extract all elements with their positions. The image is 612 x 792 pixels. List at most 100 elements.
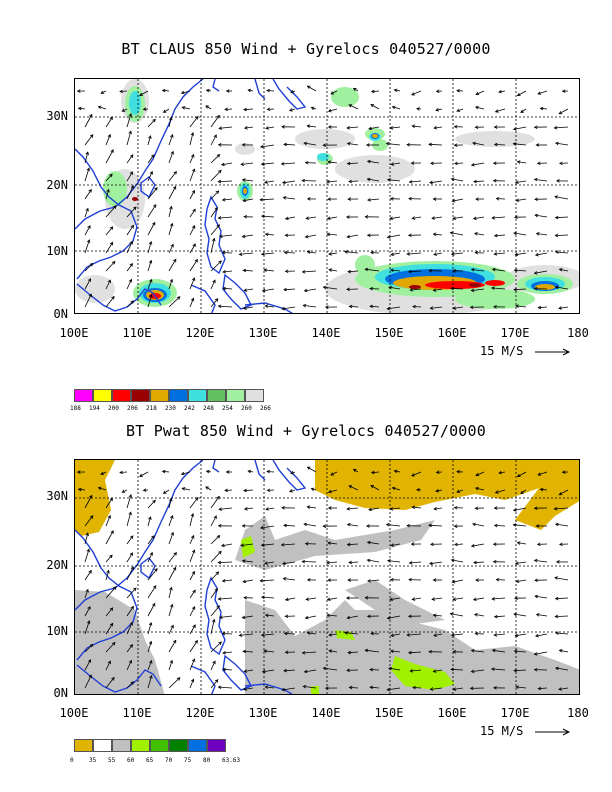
wind-arrow [105, 279, 111, 290]
wind-arrow [347, 543, 359, 546]
cloud-shading [243, 188, 247, 194]
wind-arrow [239, 633, 254, 636]
wind-arrow [535, 633, 548, 637]
colorbar-tick-label: 200 [108, 405, 119, 412]
panel2-lon-label: 180 [567, 706, 589, 720]
wind-arrow [163, 108, 170, 113]
wind-arrow [390, 507, 401, 510]
wind-arrow [126, 225, 134, 236]
wind-arrow [189, 154, 195, 164]
wind-arrow [330, 90, 338, 95]
wind-arrow [84, 278, 91, 290]
wind-arrow [371, 471, 380, 474]
cloud-shading [355, 255, 375, 275]
wind-arrow [168, 223, 173, 236]
wind-arrow [428, 143, 443, 146]
wind-arrow [472, 523, 485, 527]
colorbar-tick-label: 248 [203, 405, 214, 412]
wind-arrow [451, 559, 464, 563]
wind-arrow [264, 180, 275, 183]
wind-arrow [367, 559, 380, 563]
wind-arrow [348, 104, 359, 110]
wind-arrow [210, 170, 222, 182]
wind-arrow [189, 168, 195, 182]
wind-arrow [494, 615, 506, 618]
colorbar-swatch [150, 739, 169, 752]
pwat-shading [345, 580, 445, 624]
colorbar-tick-label: 254 [222, 405, 233, 412]
wind-arrow [475, 487, 485, 491]
wind-arrow [473, 180, 485, 183]
wind-arrow [329, 650, 338, 653]
wind-arrow [330, 471, 338, 476]
wind-arrow [558, 687, 569, 690]
wind-arrow [473, 561, 485, 564]
wind-arrow [513, 507, 527, 511]
wind-arrow [84, 263, 93, 272]
wind-arrow [126, 512, 132, 527]
wind-arrow [554, 577, 569, 581]
wind-arrow [242, 615, 254, 619]
wind-arrow [365, 649, 380, 653]
wind-arrow [168, 134, 173, 146]
wind-arrow [387, 687, 401, 691]
wind-arrow [105, 607, 114, 617]
wind-arrow [328, 489, 338, 493]
wind-arrow [210, 605, 220, 617]
wind-arrow [558, 306, 569, 309]
wind-arrow [210, 260, 222, 272]
wind-arrow [122, 489, 128, 493]
wind-arrow [408, 270, 422, 273]
wind-arrow [367, 198, 380, 201]
wind-arrow [368, 507, 380, 511]
wind-arrow [494, 234, 506, 237]
wind-arrow [147, 154, 155, 164]
wind-arrow [327, 542, 338, 545]
wind-arrow [242, 234, 254, 238]
cloud-shading [317, 153, 329, 161]
wind-arrow [328, 252, 338, 255]
wind-arrow [555, 216, 569, 219]
wind-arrow [349, 561, 359, 563]
wind-arrow [210, 515, 217, 527]
wind-arrow [262, 669, 275, 673]
wind-arrow [347, 507, 359, 510]
pwat-shading [391, 656, 455, 690]
wind-arrow [189, 132, 194, 146]
colorbar-tick-label: 60 [127, 757, 135, 764]
wind-arrow [243, 579, 254, 583]
wind-arrow [241, 543, 254, 546]
colorbar-swatch [169, 739, 188, 752]
wind-arrow [126, 535, 134, 545]
wind-arrow [347, 234, 359, 238]
wind-arrow [222, 198, 233, 201]
wind-arrow [412, 216, 422, 219]
wind-arrow [219, 615, 233, 618]
wind-arrow [323, 667, 338, 671]
wind-arrow [126, 644, 133, 653]
wind-arrow [219, 126, 233, 129]
wind-arrow [84, 675, 92, 689]
wind-arrow [348, 485, 359, 491]
wind-arrow [456, 489, 464, 493]
wind-arrow [513, 613, 527, 617]
coastline [212, 460, 220, 473]
wind-arrow [182, 106, 191, 110]
wind-arrow [84, 134, 94, 146]
wind-arrow [514, 288, 527, 291]
wind-arrow [221, 162, 233, 166]
panel1-lon-label: 140E [311, 326, 341, 340]
wind-arrow [105, 586, 117, 599]
wind-arrow [84, 168, 90, 182]
wind-arrow [495, 108, 506, 113]
wind-arrow [554, 507, 569, 510]
wind-arrow [537, 471, 548, 476]
cloud-shading [235, 143, 255, 155]
wind-arrow [218, 686, 233, 689]
wind-arrow [307, 632, 317, 635]
wind-arrow [387, 179, 401, 182]
wind-arrow [84, 294, 92, 308]
wind-arrow [84, 114, 93, 128]
wind-arrow [239, 252, 254, 255]
wind-arrow [534, 651, 548, 655]
